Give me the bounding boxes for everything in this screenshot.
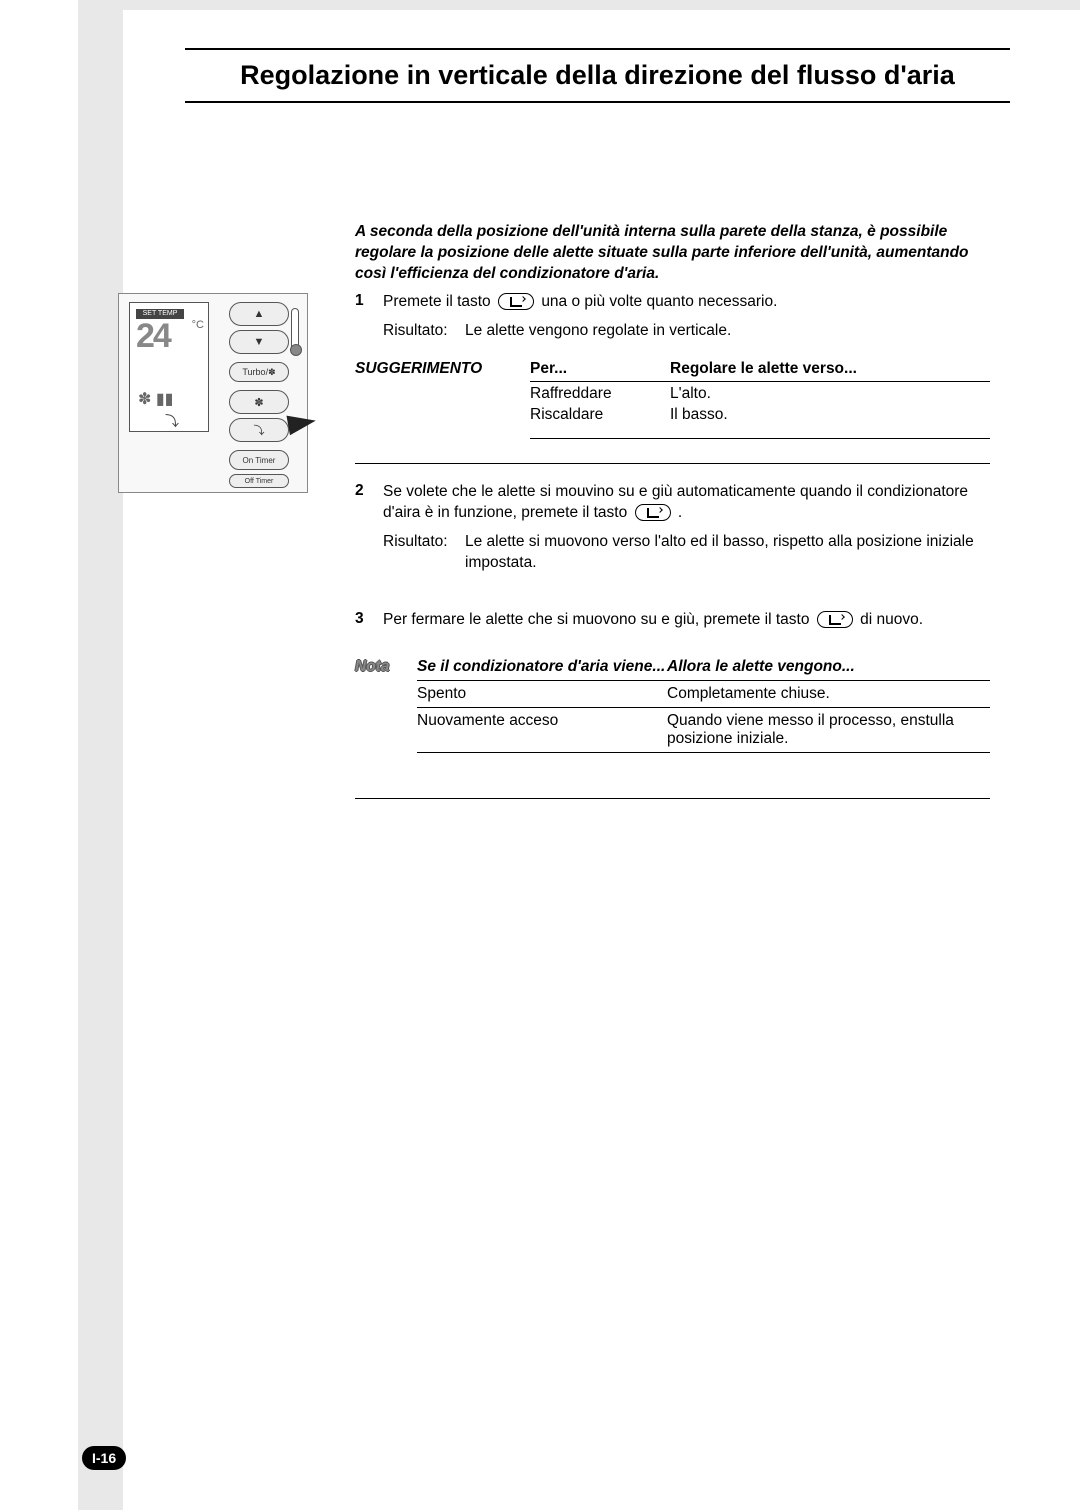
step-number: 2 bbox=[355, 482, 383, 574]
step-number: 3 bbox=[355, 610, 383, 631]
nota-cell: Nuovamente acceso bbox=[417, 712, 667, 748]
hint-cell: Riscaldare bbox=[530, 406, 670, 424]
fan-button: ✽ bbox=[229, 390, 289, 414]
hint-block: SUGGERIMENTO Per... Regolare le alette v… bbox=[355, 360, 990, 439]
title-box: Regolazione in verticale della direzione… bbox=[185, 48, 1010, 103]
page-margin-top bbox=[78, 0, 1080, 10]
nota-row: Spento Completamente chiuse. bbox=[417, 681, 990, 707]
temp-up-button: ▲ bbox=[229, 302, 289, 326]
content-column: 1 Premete il tasto una o più volte quant… bbox=[355, 292, 990, 753]
nota-row: Nuovamente acceso Quando viene messo il … bbox=[417, 708, 990, 752]
remote-illustration: SET TEMP 24 °C ✽ ▮▮ ⤵ ▲ ▼ Turbo/✽ ✽ ⤵ On… bbox=[118, 293, 308, 493]
nota-cell: Spento bbox=[417, 685, 667, 703]
remote-buttons-column: ▲ ▼ Turbo/✽ ✽ ⤵ On Timer Off Timer bbox=[219, 302, 299, 492]
temp-value: 24 bbox=[136, 317, 170, 356]
pointer-arrow-icon bbox=[286, 411, 317, 436]
fan-icon: ✽ ▮▮ bbox=[138, 389, 173, 409]
hint-header-row: Per... Regolare le alette verso... bbox=[530, 360, 990, 382]
page-number-badge: I-16 bbox=[82, 1446, 126, 1470]
remote-body: SET TEMP 24 °C ✽ ▮▮ ⤵ ▲ ▼ Turbo/✽ ✽ ⤵ On… bbox=[118, 293, 308, 493]
separator-rule bbox=[355, 463, 990, 464]
nota-cell: Quando viene messo il processo, enstulla… bbox=[667, 712, 990, 748]
nota-table: Se il condizionatore d'aria viene... All… bbox=[417, 658, 990, 753]
final-separator-rule bbox=[355, 798, 990, 799]
manual-page: Regolazione in verticale della direzione… bbox=[0, 0, 1080, 1510]
step-1: 1 Premete il tasto una o più volte quant… bbox=[355, 292, 990, 342]
rule bbox=[530, 438, 990, 439]
result-row: Risultato: Le alette vengono regolate in… bbox=[383, 321, 990, 342]
hint-cell: Il basso. bbox=[670, 406, 990, 424]
nota-cell: Completamente chiuse. bbox=[667, 685, 990, 703]
turbo-label: Turbo bbox=[242, 367, 265, 377]
hint-label: SUGGERIMENTO bbox=[355, 360, 530, 439]
swing-button-icon bbox=[498, 293, 534, 310]
nota-label: Nota bbox=[355, 658, 417, 753]
result-text: Le alette vengono regolate in verticale. bbox=[465, 321, 990, 342]
nota-header-col2: Allora le alette vengono... bbox=[667, 658, 990, 676]
intro-paragraph: A seconda della posizione dell'unità int… bbox=[355, 222, 990, 285]
spacer bbox=[355, 582, 990, 610]
step-text-a: Premete il tasto bbox=[383, 293, 495, 310]
hint-row: Raffreddare L'alto. bbox=[530, 382, 990, 403]
result-label: Risultato: bbox=[383, 321, 465, 342]
swing-button: ⤵ bbox=[229, 418, 289, 442]
remote-screen: SET TEMP 24 °C ✽ ▮▮ ⤵ bbox=[129, 302, 209, 432]
step-body: Se volete che le alette si mouvino su e … bbox=[383, 482, 990, 574]
nota-header-col1: Se il condizionatore d'aria viene... bbox=[417, 658, 667, 676]
thermometer-icon bbox=[291, 308, 299, 354]
result-text: Le alette si muovono verso l'alto ed il … bbox=[465, 532, 990, 574]
page-title: Regolazione in verticale della direzione… bbox=[240, 60, 955, 90]
hint-row: Riscaldare Il basso. bbox=[530, 403, 990, 424]
hint-cell: Raffreddare bbox=[530, 385, 670, 403]
step-text-b: . bbox=[678, 504, 682, 521]
turbo-button: Turbo/✽ bbox=[229, 362, 289, 382]
step-text-b: di nuovo. bbox=[860, 611, 923, 628]
step-body: Per fermare le alette che si muovono su … bbox=[383, 610, 990, 631]
rule bbox=[417, 752, 990, 753]
result-row: Risultato: Le alette si muovono verso l'… bbox=[383, 532, 990, 574]
nota-block: Nota Se il condizionatore d'aria viene..… bbox=[355, 658, 990, 753]
step-number: 1 bbox=[355, 292, 383, 342]
off-timer-button: Off Timer bbox=[229, 474, 289, 488]
page-margin-left bbox=[78, 0, 123, 1510]
swing-button-icon bbox=[635, 504, 671, 521]
step-2: 2 Se volete che le alette si mouvino su … bbox=[355, 482, 990, 574]
step-3: 3 Per fermare le alette che si muovono s… bbox=[355, 610, 990, 631]
temp-unit: °C bbox=[192, 319, 204, 331]
on-timer-button: On Timer bbox=[229, 450, 289, 470]
step-text-a: Per fermare le alette che si muovono su … bbox=[383, 611, 814, 628]
hint-cell: L'alto. bbox=[670, 385, 990, 403]
swing-button-icon bbox=[817, 611, 853, 628]
swing-icon: ⤵ bbox=[165, 411, 179, 431]
hint-header-col2: Regolare le alette verso... bbox=[670, 360, 990, 378]
step-body: Premete il tasto una o più volte quanto … bbox=[383, 292, 990, 342]
result-label: Risultato: bbox=[383, 532, 465, 574]
step-text-a: Se volete che le alette si mouvino su e … bbox=[383, 483, 968, 521]
nota-header-row: Se il condizionatore d'aria viene... All… bbox=[417, 658, 990, 681]
hint-header-col1: Per... bbox=[530, 360, 670, 378]
step-text-b: una o più volte quanto necessario. bbox=[541, 293, 777, 310]
hint-table: Per... Regolare le alette verso... Raffr… bbox=[530, 360, 990, 439]
temp-down-button: ▼ bbox=[229, 330, 289, 354]
